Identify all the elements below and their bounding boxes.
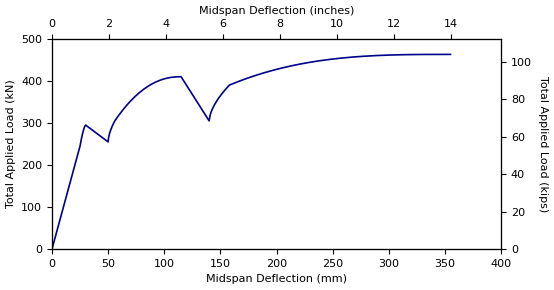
X-axis label: Midspan Deflection (mm): Midspan Deflection (mm) [206,274,347,284]
Y-axis label: Total Applied Load (kN): Total Applied Load (kN) [6,80,16,209]
Y-axis label: Total Applied Load (kips): Total Applied Load (kips) [538,76,548,212]
X-axis label: Midspan Deflection (inches): Midspan Deflection (inches) [199,6,354,16]
